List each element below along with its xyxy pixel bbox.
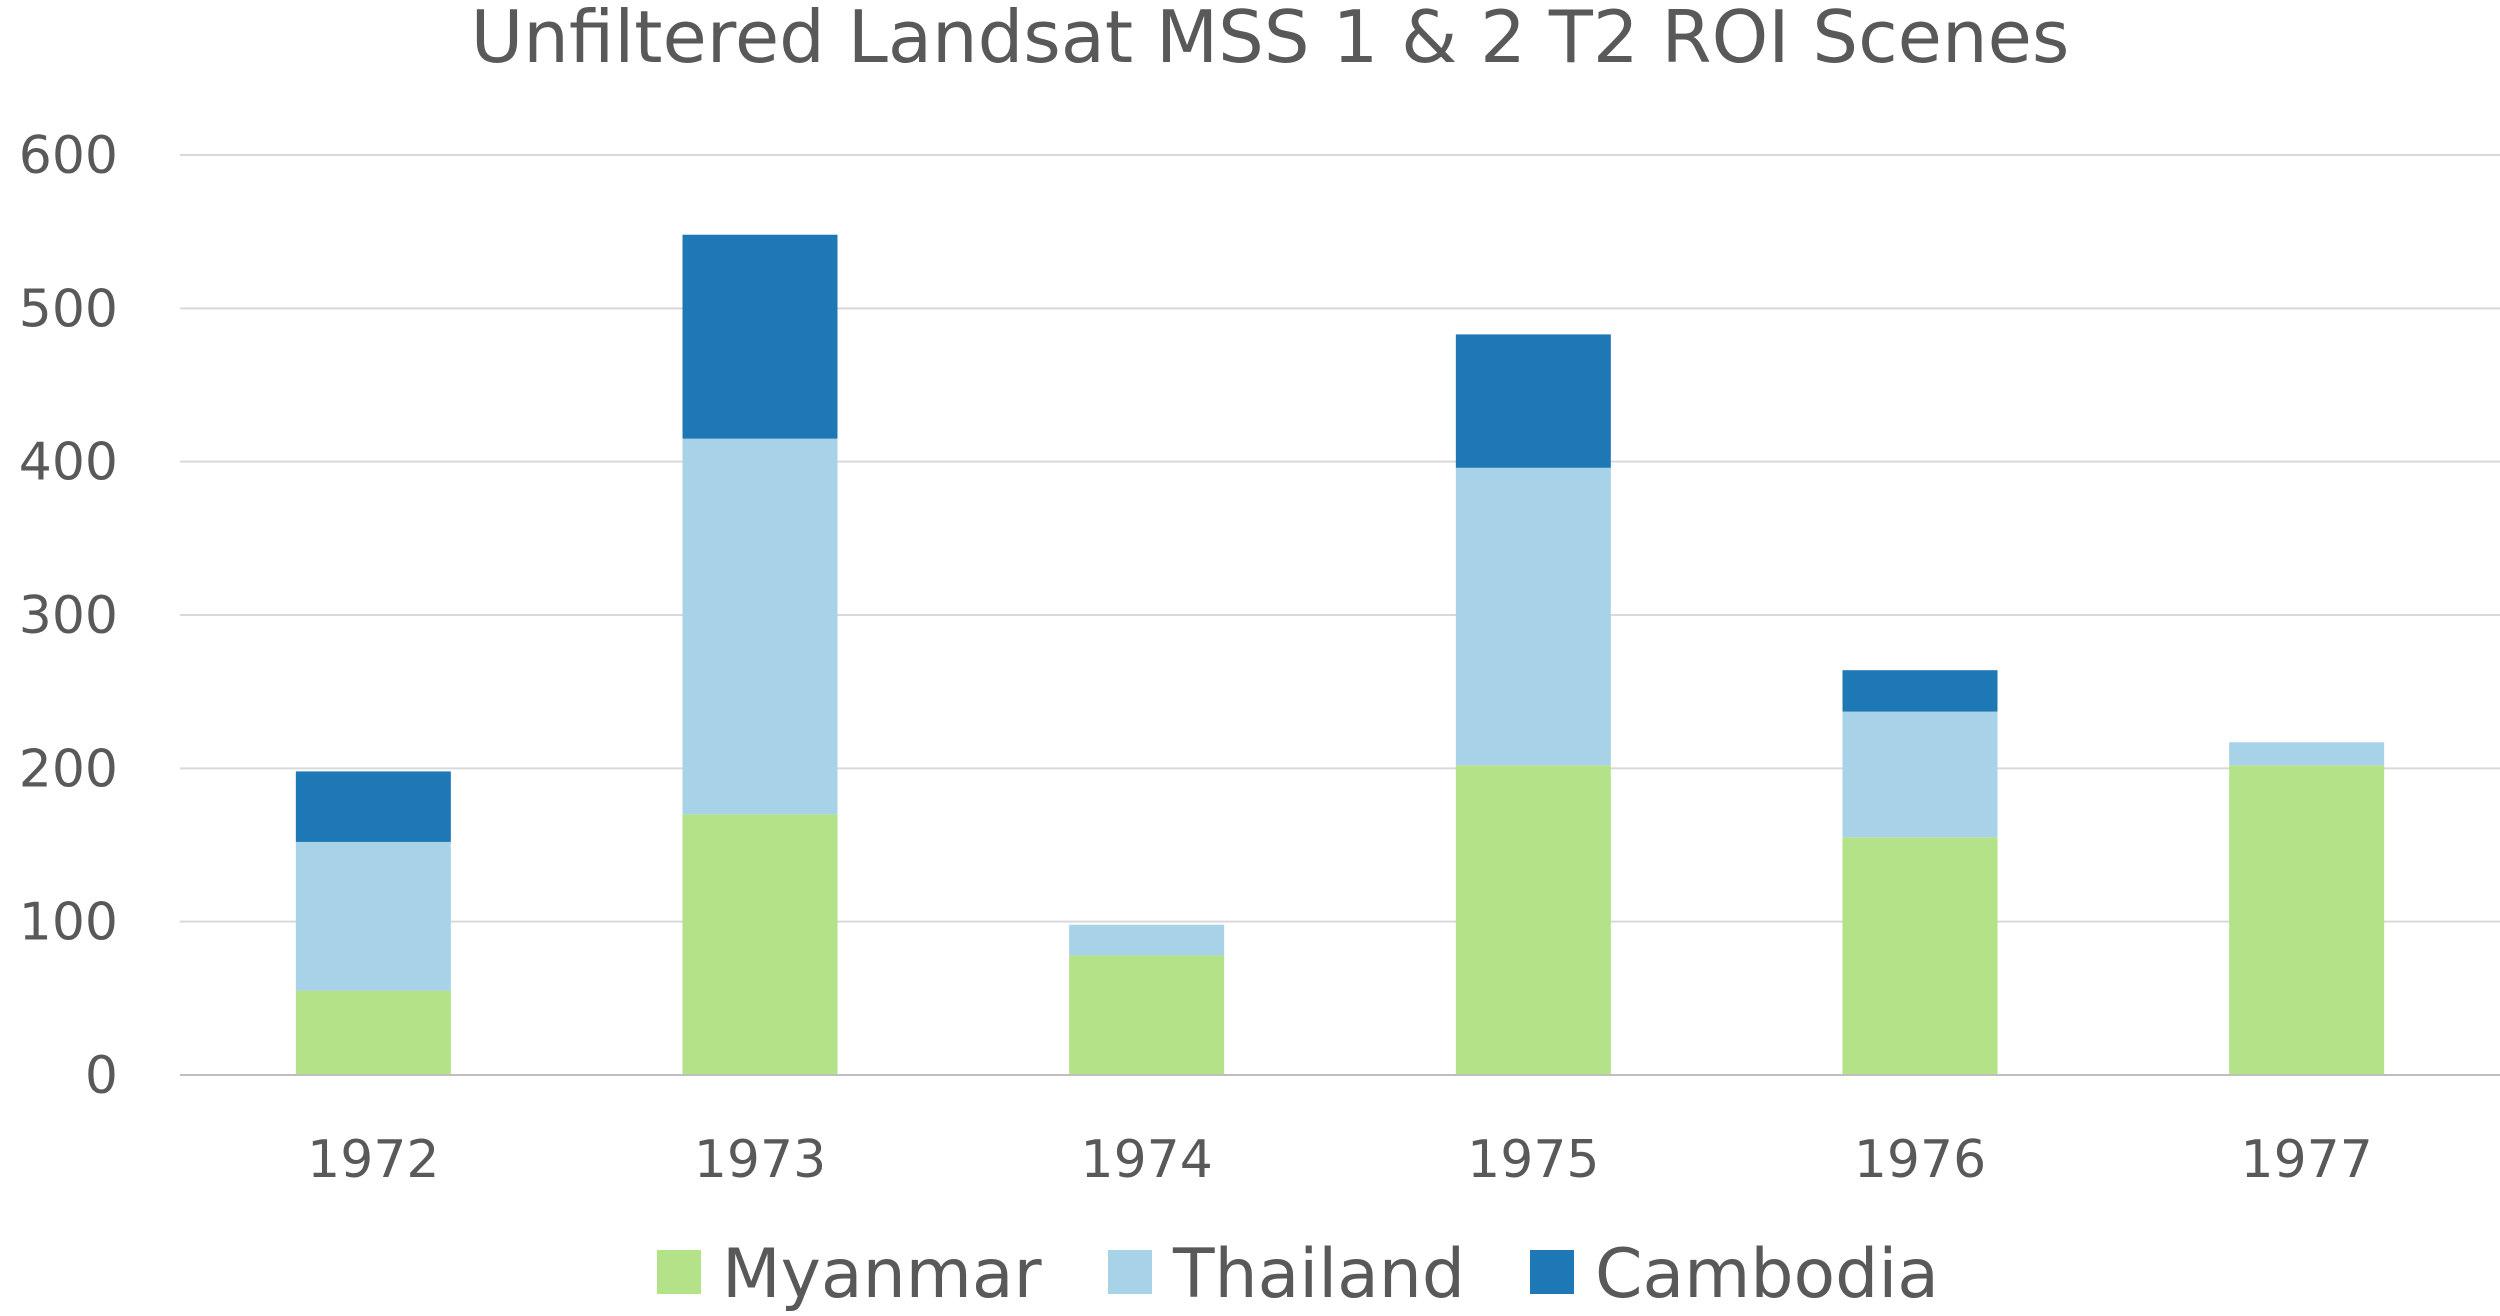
legend-swatch-myanmar xyxy=(657,1250,701,1294)
legend-swatch-thailand xyxy=(1108,1250,1152,1294)
bar-segment-cambodia-1975 xyxy=(1455,334,1611,468)
y-tick-label: 500 xyxy=(19,279,118,339)
bar-segment-thailand-1974 xyxy=(1069,924,1225,956)
y-tick-label: 300 xyxy=(19,586,118,646)
y-tick-label: 0 xyxy=(85,1046,118,1106)
bar-segment-myanmar-1977 xyxy=(2229,765,2385,1075)
axes: 0 100 200 300 400 500 600 1972 1973 1974 1975 1976 1… xyxy=(19,126,2500,1190)
bar-segment-cambodia-1973 xyxy=(682,234,838,439)
bar-segment-thailand-1975 xyxy=(1455,467,1611,766)
y-tick-label: 600 xyxy=(19,126,118,186)
chart-title: Unfiltered Landsat MSS 1 & 2 T2 ROI Scen… xyxy=(471,0,2070,79)
x-tick-label: 1976 xyxy=(1854,1130,1986,1190)
bar-segment-cambodia-1972 xyxy=(295,771,451,842)
bar-segment-thailand-1976 xyxy=(1842,711,1998,838)
bar-segment-thailand-1973 xyxy=(682,438,838,815)
legend-swatch-cambodia xyxy=(1530,1250,1574,1294)
x-tick-label: 1977 xyxy=(2240,1130,2372,1190)
x-tick-label: 1975 xyxy=(1467,1130,1599,1190)
bar-segment-myanmar-1973 xyxy=(682,814,838,1075)
x-tick-label: 1973 xyxy=(694,1130,826,1190)
legend-label-myanmar: Myanmar xyxy=(722,1235,1042,1314)
bars xyxy=(295,234,2385,1075)
bar-segment-myanmar-1974 xyxy=(1069,955,1225,1075)
bar-segment-myanmar-1972 xyxy=(295,990,451,1075)
x-tick-label: 1974 xyxy=(1080,1130,1212,1190)
y-tick-label: 200 xyxy=(19,739,118,799)
legend-label-cambodia: Cambodia xyxy=(1595,1235,1939,1314)
y-tick-label: 100 xyxy=(19,893,118,953)
gridlines xyxy=(180,154,2500,923)
x-tick-label: 1972 xyxy=(307,1130,439,1190)
bar-segment-myanmar-1976 xyxy=(1842,837,1998,1075)
legend: Myanmar Thailand Cambodia xyxy=(657,1235,1939,1314)
bar-segment-cambodia-1976 xyxy=(1842,670,1998,712)
bar-segment-thailand-1972 xyxy=(295,841,451,991)
bar-segment-myanmar-1975 xyxy=(1455,765,1611,1075)
bar-segment-thailand-1977 xyxy=(2229,742,2385,766)
legend-label-thailand: Thailand xyxy=(1172,1235,1465,1314)
y-tick-label: 400 xyxy=(19,433,118,493)
